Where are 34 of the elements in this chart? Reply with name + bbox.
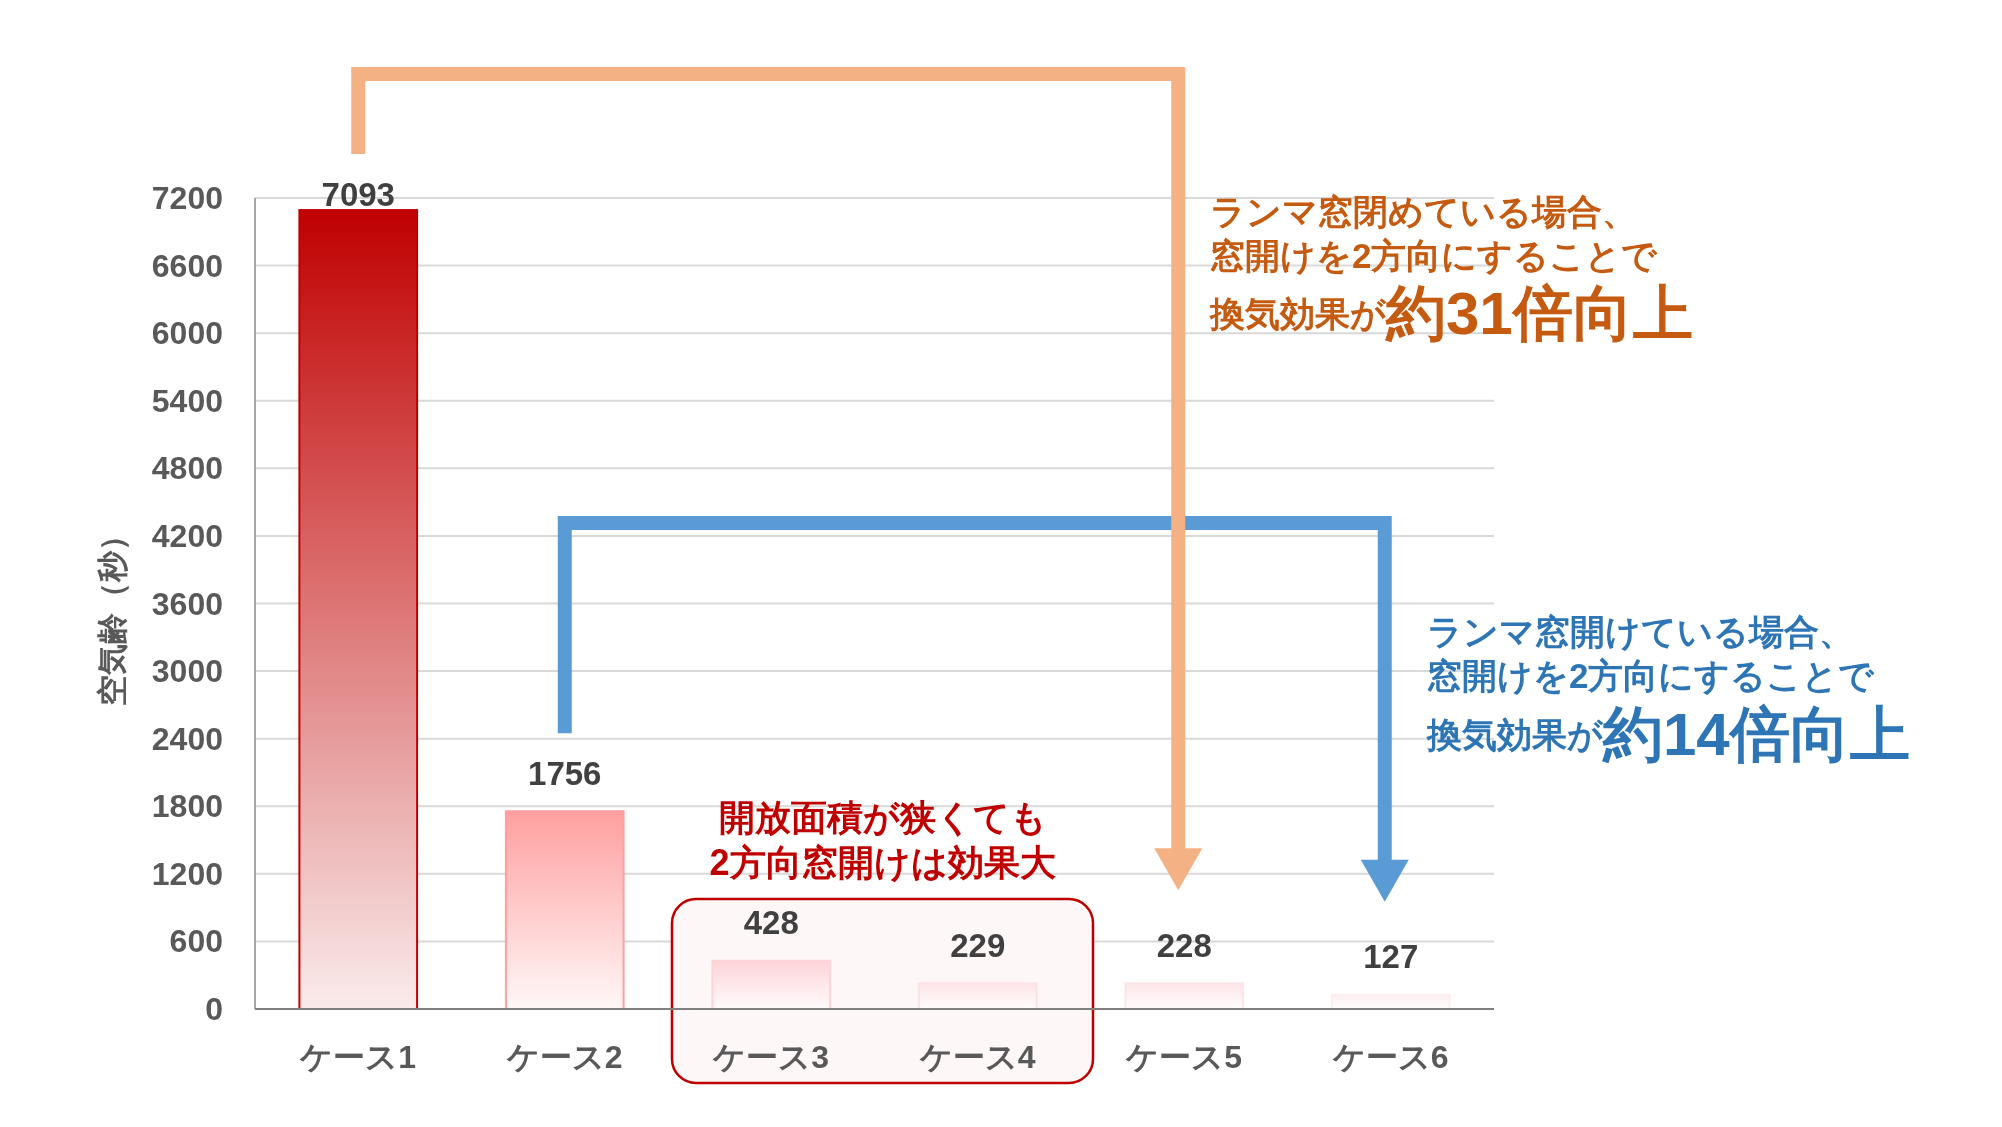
y-tick-label: 1200 — [151, 855, 223, 892]
y-tick-label: 6600 — [151, 247, 223, 284]
annotation: 開放面積が狭くても — [718, 796, 1047, 838]
annotation: 換気効果が約31倍向上 — [1210, 279, 1693, 347]
x-tick-label: ケース6 — [1331, 1039, 1449, 1075]
y-tick-label: 600 — [169, 923, 223, 960]
data-label: 428 — [743, 904, 799, 942]
annotation: 窓開けを2方向にすることで — [1427, 655, 1875, 695]
data-label: 229 — [950, 926, 1006, 964]
y-tick-label: 3000 — [151, 653, 223, 690]
annotation: 2方向窓開けは効果大 — [709, 841, 1056, 883]
data-label: 1756 — [528, 754, 602, 792]
x-tick-label: ケース2 — [505, 1039, 623, 1075]
data-label: 228 — [1156, 926, 1212, 964]
y-tick-label: 6000 — [151, 315, 223, 352]
y-tick-label: 0 — [205, 991, 223, 1027]
x-tick-label: ケース5 — [1125, 1039, 1243, 1075]
y-tick-label: 1800 — [151, 788, 223, 825]
annotation: 窓開けを2方向にすることで — [1210, 235, 1658, 275]
annotation: ランマ窓開けている場合、 — [1427, 611, 1854, 651]
data-label: 7093 — [321, 175, 395, 213]
y-tick-label: 3600 — [151, 585, 223, 622]
y-tick-label: 4800 — [151, 450, 223, 487]
annotation: ランマ窓閉めている場合、 — [1210, 191, 1637, 231]
y-tick-label: 2400 — [151, 720, 223, 757]
y-tick-label: 5400 — [151, 382, 223, 419]
y-tick-label: 4200 — [151, 517, 223, 554]
x-tick-label: ケース3 — [712, 1039, 830, 1075]
x-tick-label: ケース4 — [918, 1039, 1036, 1075]
data-label: 127 — [1363, 938, 1419, 976]
y-tick-label: 7200 — [151, 180, 223, 216]
annotation: 換気効果が約14倍向上 — [1427, 700, 1910, 768]
y-axis-title: 空気齢（秒） — [94, 520, 130, 706]
x-tick-label: ケース1 — [299, 1039, 417, 1075]
